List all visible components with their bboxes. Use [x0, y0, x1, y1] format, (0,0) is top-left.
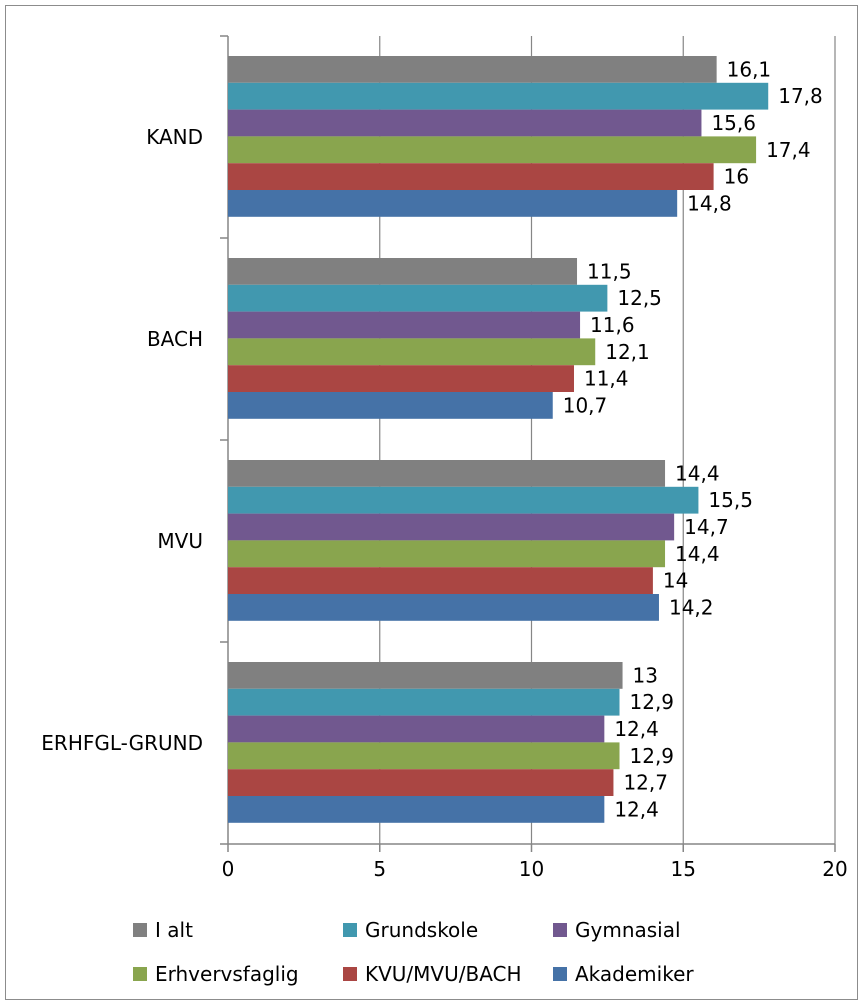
data-label: 17,8 [778, 84, 823, 108]
data-label: 12,1 [605, 340, 650, 364]
bar [228, 796, 605, 823]
data-label: 12,9 [630, 744, 675, 768]
bar [228, 56, 717, 83]
bar [228, 769, 614, 796]
x-tick-label: 15 [671, 857, 696, 881]
category-label: BACH [147, 327, 203, 351]
bar [228, 460, 666, 487]
legend-label: I alt [155, 918, 193, 942]
data-label: 16 [724, 165, 749, 189]
legend-swatch [133, 923, 147, 937]
bar [228, 284, 608, 312]
data-label: 11,4 [584, 367, 629, 391]
bar [228, 486, 699, 514]
bar [228, 742, 620, 770]
x-tick-label: 5 [373, 857, 386, 881]
category-label: ERHFGL-GRUND [41, 731, 203, 755]
legend-label: KVU/MVU/BACH [365, 962, 522, 986]
bar [228, 513, 675, 541]
data-label: 12,4 [614, 717, 659, 741]
bar [228, 567, 653, 594]
data-label: 13 [633, 663, 658, 687]
legend-swatch [343, 967, 357, 981]
bar [228, 688, 620, 716]
bar [228, 540, 666, 568]
data-label: 14,4 [675, 542, 720, 566]
legend-label: Akademiker [575, 962, 694, 986]
bar [228, 190, 678, 217]
bar [228, 136, 757, 164]
data-label: 17,4 [766, 138, 811, 162]
legend-swatch [133, 967, 147, 981]
bar [228, 662, 623, 689]
data-label: 12,7 [623, 771, 668, 795]
data-label: 12,4 [614, 797, 659, 821]
bar [228, 82, 769, 110]
bar [228, 715, 605, 743]
data-label: 14 [663, 569, 688, 593]
category-label: KAND [146, 125, 203, 149]
x-tick-label: 0 [222, 857, 235, 881]
data-label: 15,6 [711, 111, 756, 135]
legend-swatch [553, 967, 567, 981]
data-label: 12,5 [617, 286, 662, 310]
data-label: 14,4 [675, 461, 720, 485]
x-tick-label: 20 [822, 857, 847, 881]
data-label: 16,1 [727, 57, 772, 81]
bar [228, 594, 659, 621]
legend-swatch [553, 923, 567, 937]
legend-label: Grundskole [365, 918, 478, 942]
data-label: 14,2 [669, 595, 714, 619]
x-tick-label: 10 [519, 857, 544, 881]
data-label: 11,6 [590, 313, 635, 337]
bar [228, 338, 596, 366]
legend-label: Erhvervsfaglig [155, 962, 299, 986]
bar [228, 258, 578, 285]
bar [228, 109, 702, 137]
category-label: MVU [157, 529, 203, 553]
bar [228, 311, 581, 339]
data-label: 14,8 [687, 191, 732, 215]
bar [228, 392, 553, 419]
data-label: 14,7 [684, 515, 729, 539]
bar [228, 365, 574, 392]
data-label: 10,7 [563, 393, 608, 417]
data-label: 11,5 [587, 259, 632, 283]
bar [228, 163, 714, 190]
data-label: 15,5 [708, 488, 753, 512]
legend-swatch [343, 923, 357, 937]
legend-label: Gymnasial [575, 918, 681, 942]
data-label: 12,9 [630, 690, 675, 714]
